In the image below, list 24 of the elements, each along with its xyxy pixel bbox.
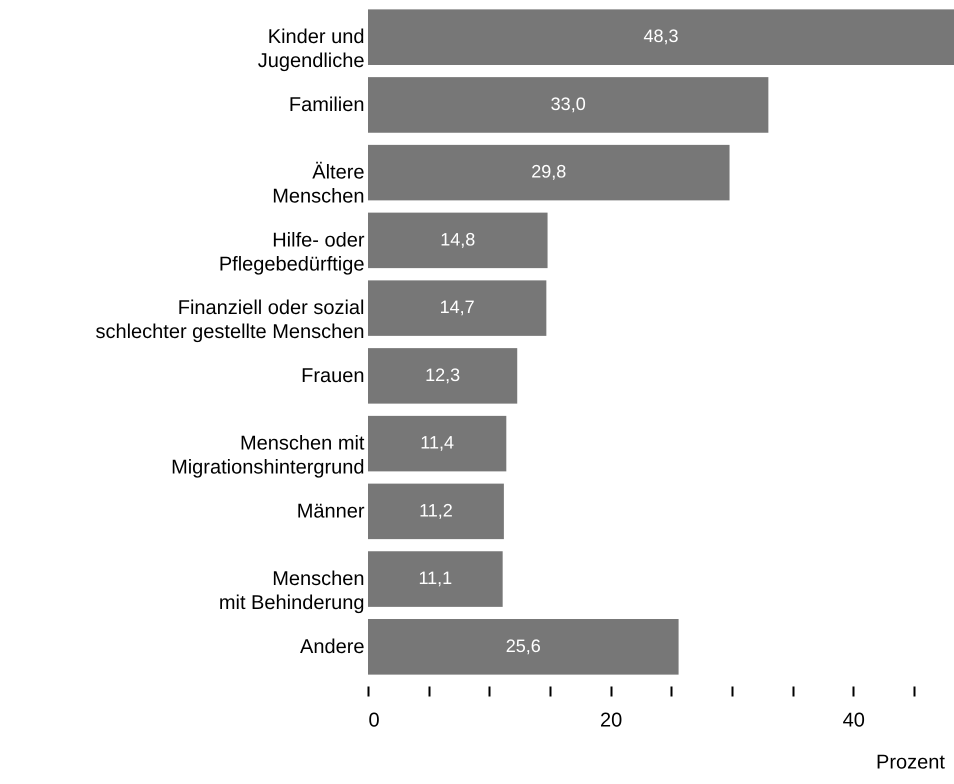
y-tick-label: Frauen xyxy=(301,364,364,387)
x-tick-label: 40 xyxy=(842,710,865,732)
data-label: 29,8 xyxy=(531,162,566,182)
y-tick-label: Hilfe- oder Pflegebedürftige xyxy=(218,229,365,276)
x-axis-title: Prozent xyxy=(876,752,946,774)
y-tick-label: Andere xyxy=(300,636,364,658)
y-tick-label: Ältere Menschen xyxy=(272,162,364,208)
x-tick-label: 20 xyxy=(600,710,622,732)
y-tick-label: Kinder und Jugendliche xyxy=(258,26,364,72)
y-tick-label: Finanziell oder sozial schlechter gestellte Menschen xyxy=(95,297,364,344)
data-label: 14,8 xyxy=(440,229,476,250)
y-tick-label: Menschen mit Behinderung xyxy=(218,568,364,614)
data-label: 48,3 xyxy=(643,26,679,46)
data-label: 11,1 xyxy=(418,568,452,588)
data-label: 11,4 xyxy=(420,432,454,453)
y-tick-label: Männer xyxy=(296,500,365,522)
x-tick-label: 0 xyxy=(368,710,380,732)
y-tick-label: Menschen mit Migrationshintergrund xyxy=(171,432,365,479)
data-label: 11,2 xyxy=(419,500,453,520)
data-label: 33,0 xyxy=(550,94,586,114)
data-label: 14,7 xyxy=(440,297,475,318)
data-label: 12,3 xyxy=(425,364,460,385)
y-tick-label: Familien xyxy=(288,94,364,116)
data-label: 25,6 xyxy=(506,636,541,656)
